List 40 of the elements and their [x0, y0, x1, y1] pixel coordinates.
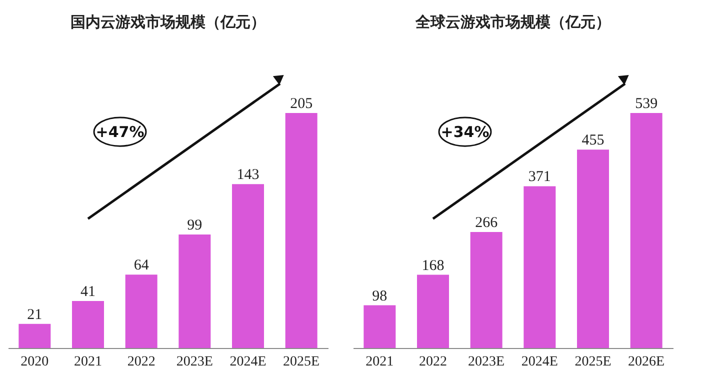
data-label: 99 [187, 218, 202, 234]
data-label: 205 [290, 96, 313, 112]
x-tick-label: 2026E [628, 354, 665, 370]
data-label: 266 [475, 215, 498, 232]
bar [364, 305, 396, 348]
x-tick-label: 2021 [366, 354, 394, 370]
data-label: 539 [635, 96, 658, 112]
bar [72, 301, 104, 348]
data-label: 41 [80, 284, 96, 300]
chart-title: 国内云游戏市场规模（亿元） [70, 12, 266, 31]
bar [178, 234, 211, 348]
x-tick-label: 2025E [574, 354, 612, 370]
bar [417, 274, 449, 348]
bar [630, 113, 662, 348]
annotation: +47% [96, 122, 144, 141]
data-label: 21 [27, 306, 42, 323]
x-tick-label: 2022 [419, 354, 447, 370]
data-label: 143 [236, 167, 260, 184]
annotation: +34% [440, 122, 490, 141]
bar [524, 186, 556, 348]
x-tick-label: 2023E [468, 354, 505, 370]
x-tick-label: 2025E [283, 354, 320, 370]
x-tick-label: 2022 [127, 354, 156, 370]
bar [125, 274, 158, 348]
x-tick-label: 2020 [20, 354, 49, 370]
bar [285, 113, 318, 348]
data-label: 371 [528, 169, 551, 186]
data-label: 168 [422, 258, 444, 274]
bar [577, 150, 609, 348]
x-tick-label: 2024E [230, 354, 266, 370]
x-tick-label: 2024E [521, 354, 558, 370]
data-label: 98 [372, 288, 388, 304]
x-tick-label: 2021 [74, 354, 102, 370]
data-label: 64 [134, 258, 150, 274]
x-tick-label: 2023E [176, 354, 213, 370]
bar [232, 184, 264, 348]
bar [470, 232, 502, 348]
chart-title: 全球云游戏市场规模（亿元） [414, 12, 610, 31]
bar [18, 324, 51, 348]
data-label: 455 [582, 132, 604, 149]
